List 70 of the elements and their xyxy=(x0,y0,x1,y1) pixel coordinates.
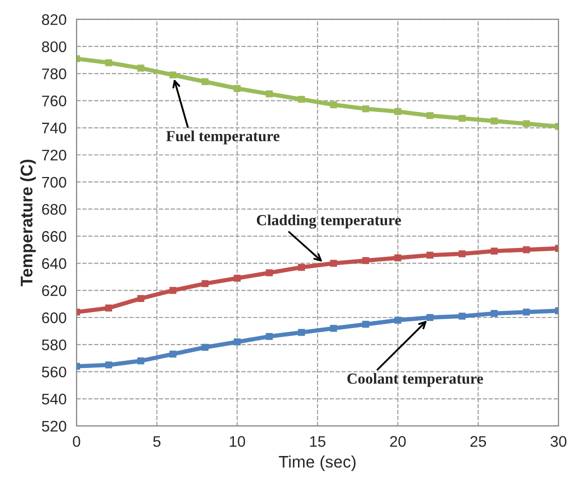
y-tick-label: 760 xyxy=(42,96,66,106)
point xyxy=(202,280,209,288)
annotation: Coolant temperature xyxy=(347,373,484,387)
point xyxy=(137,357,144,364)
point xyxy=(298,96,305,103)
point xyxy=(426,252,434,259)
point xyxy=(202,78,209,86)
x-tick-label: 25 xyxy=(470,436,486,447)
y-tick-label: 820 xyxy=(42,14,66,26)
point xyxy=(490,310,498,317)
y-tick-label: 560 xyxy=(42,366,66,378)
x-tick-label: 0 xyxy=(72,436,80,447)
x-tick-label: 10 xyxy=(230,436,246,447)
point xyxy=(458,250,466,258)
y-axis-title: Temperature (C) xyxy=(20,160,36,286)
point xyxy=(234,338,241,346)
y-tick-label: 660 xyxy=(42,231,66,242)
point xyxy=(522,308,530,316)
point xyxy=(137,64,144,72)
x-tick-label: 5 xyxy=(153,436,160,447)
annotation: Fuel temperature xyxy=(166,130,280,144)
point xyxy=(137,295,144,302)
y-tick-label: 540 xyxy=(42,394,66,404)
point xyxy=(266,90,273,98)
point xyxy=(394,254,402,262)
point xyxy=(522,120,530,128)
y-tick-label: 620 xyxy=(42,285,66,296)
point xyxy=(394,316,402,324)
y-tick-label: 520 xyxy=(42,420,66,432)
point xyxy=(298,328,305,336)
y-tick-label: 740 xyxy=(42,122,66,134)
point xyxy=(266,269,273,276)
point xyxy=(105,361,112,368)
y-tick-label: 780 xyxy=(42,68,66,80)
y-tick-label: 680 xyxy=(42,204,66,215)
y-tick-label: 720 xyxy=(42,150,66,161)
y-tick-label: 580 xyxy=(42,339,66,350)
point xyxy=(426,314,434,321)
point xyxy=(330,324,338,332)
point xyxy=(169,350,176,358)
x-tick-label: 30 xyxy=(550,436,566,447)
point xyxy=(490,248,498,255)
x-tick-label: 20 xyxy=(390,436,406,447)
x-axis-title: Time (sec) xyxy=(278,455,356,471)
point xyxy=(169,286,176,294)
x-tick-label: 15 xyxy=(310,436,326,447)
y-tick-label: 700 xyxy=(42,176,66,188)
point xyxy=(458,114,466,122)
y-tick-label: 600 xyxy=(42,312,66,324)
point xyxy=(394,108,402,115)
point xyxy=(105,59,112,66)
point xyxy=(362,320,370,328)
point xyxy=(169,71,176,78)
point xyxy=(234,85,241,92)
point xyxy=(330,260,338,267)
point xyxy=(362,105,370,112)
point xyxy=(490,118,498,124)
point xyxy=(330,101,338,108)
point xyxy=(266,333,273,340)
point xyxy=(202,344,209,351)
point xyxy=(426,112,434,120)
point xyxy=(522,246,530,254)
annotation: Cladding temperature xyxy=(256,214,401,229)
point xyxy=(234,274,241,282)
y-tick-label: 800 xyxy=(42,41,66,52)
point xyxy=(458,312,466,320)
point xyxy=(105,304,112,312)
point xyxy=(362,257,370,264)
point xyxy=(298,264,305,271)
y-tick-label: 640 xyxy=(42,258,66,269)
